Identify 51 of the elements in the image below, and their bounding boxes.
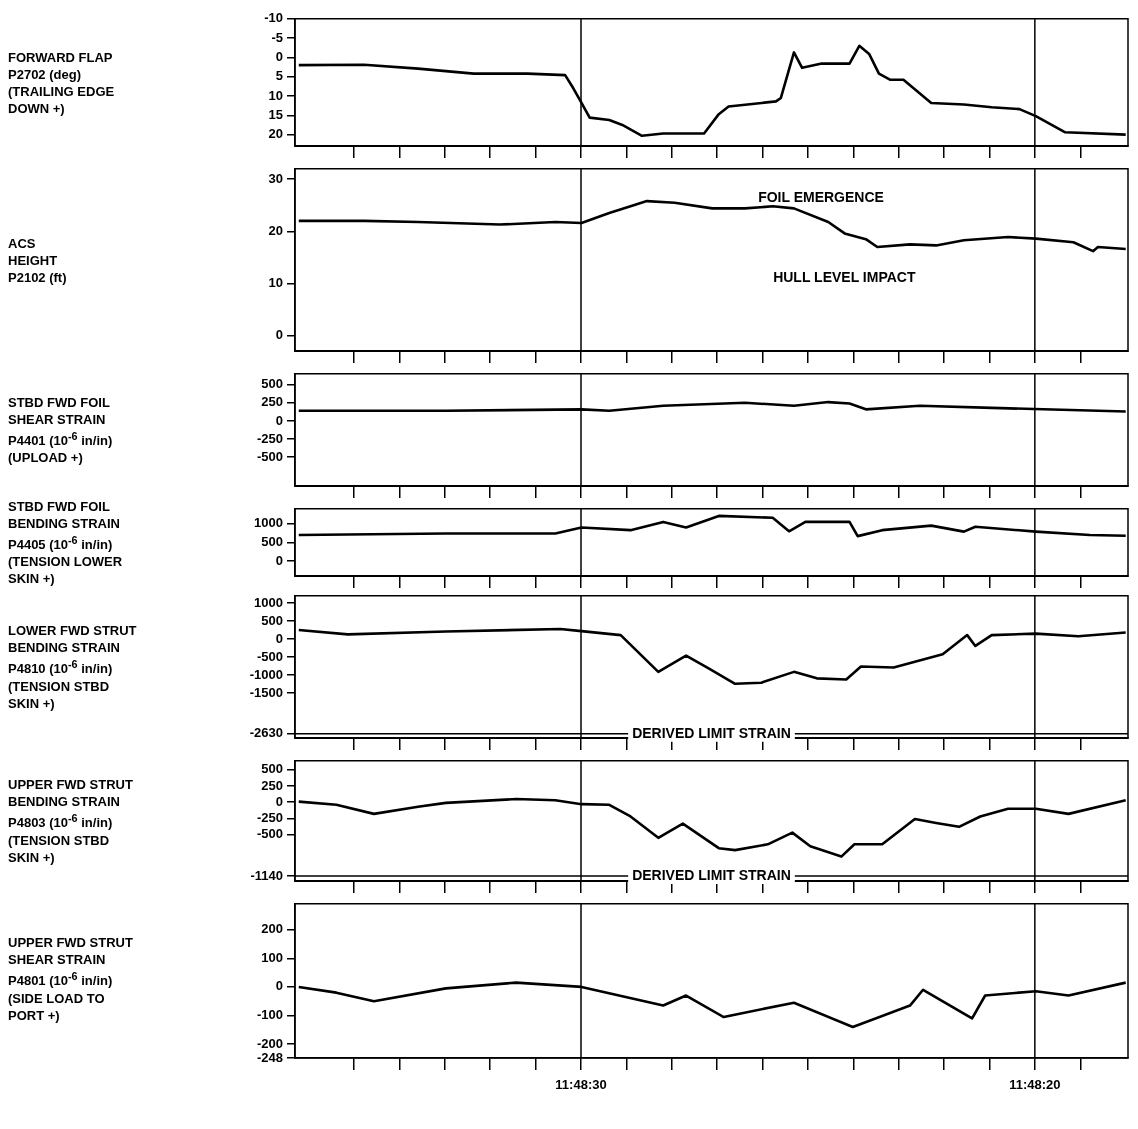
- y-tick-label: 0: [275, 327, 283, 343]
- y-tick-label: 250: [261, 777, 283, 793]
- y-tick-label: 20: [268, 126, 283, 142]
- y-axis-title: UPPER FWD STRUT SHEAR STRAIN P4801 (10$^{-6}$ in/in) (SIDE LOAD TO PORT +): [8, 934, 133, 1024]
- y-tick-label: 0: [275, 48, 283, 64]
- y-axis-title: ACS HEIGHT P2102 (ft): [8, 234, 67, 286]
- y-tick-label: 0: [275, 552, 283, 568]
- y-tick-label: 10: [268, 275, 283, 291]
- ref-line-label: DERIVED LIMIT STRAIN: [632, 866, 791, 883]
- y-tick-label: 10: [268, 87, 283, 103]
- y-axis-title: STBD FWD FOIL BENDING STRAIN P4405 (10$^{-6}$ in/in) (TENSION LOWER SKIN +): [8, 497, 123, 588]
- y-tick-label: 5: [275, 68, 283, 84]
- y-tick-label: 500: [261, 612, 283, 628]
- y-tick-label: 500: [261, 761, 283, 777]
- y-axis-title: FORWARD FLAP P2702 (deg) (TRAILING EDGE DOWN +): [8, 48, 115, 117]
- y-tick-label: 0: [275, 978, 283, 994]
- y-tick-label: 200: [261, 921, 283, 937]
- x-tick-label: 11:48:30: [555, 1077, 607, 1093]
- y-tick-label: 500: [261, 534, 283, 550]
- y-tick-label: -2630: [249, 725, 283, 741]
- y-tick-label: -100: [256, 1007, 283, 1023]
- y-tick-label: -200: [256, 1035, 283, 1051]
- y-tick-label: 0: [275, 630, 283, 646]
- y-tick-label: -500: [256, 448, 283, 464]
- y-tick-label: 20: [268, 222, 283, 238]
- y-tick-label: 100: [261, 949, 283, 965]
- y-tick-label: 250: [261, 394, 283, 410]
- y-tick-label: -500: [256, 648, 283, 664]
- y-tick-label: -1500: [249, 684, 283, 700]
- y-axis-title: UPPER FWD STRUT BENDING STRAIN P4803 (10$^{-6}$ in/in) (TENSION STBD SKIN +): [8, 776, 133, 866]
- y-tick-label: -1000: [249, 666, 283, 682]
- x-tick-label: 11:48:20: [1009, 1077, 1061, 1093]
- annotation: HULL LEVEL IMPACT: [773, 269, 916, 286]
- ref-line-label: DERIVED LIMIT STRAIN: [632, 724, 791, 741]
- y-tick-label: -248: [256, 1049, 283, 1065]
- y-tick-label: 30: [268, 170, 283, 186]
- y-tick-label: 500: [261, 376, 283, 392]
- y-tick-label: -250: [256, 809, 283, 825]
- y-tick-label: 0: [275, 793, 283, 809]
- y-axis-title: STBD FWD FOIL SHEAR STRAIN P4401 (10$^{-6}$ in/in) (UPLOAD +): [8, 393, 113, 467]
- y-tick-label: -500: [256, 826, 283, 842]
- y-tick-label: 1000: [254, 594, 283, 610]
- y-tick-label: 15: [268, 106, 283, 122]
- y-axis-title: LOWER FWD STRUT BENDING STRAIN P4810 (10$^{-6}$ in/in) (TENSION STBD SKIN +): [8, 622, 137, 712]
- y-tick-label: -5: [271, 29, 283, 45]
- y-tick-label: -1140: [250, 867, 283, 883]
- y-tick-label: -10: [264, 10, 283, 26]
- y-tick-label: -250: [256, 430, 283, 446]
- annotation: FOIL EMERGENCE: [758, 188, 884, 205]
- y-tick-label: 0: [275, 412, 283, 428]
- y-tick-label: 1000: [254, 515, 283, 531]
